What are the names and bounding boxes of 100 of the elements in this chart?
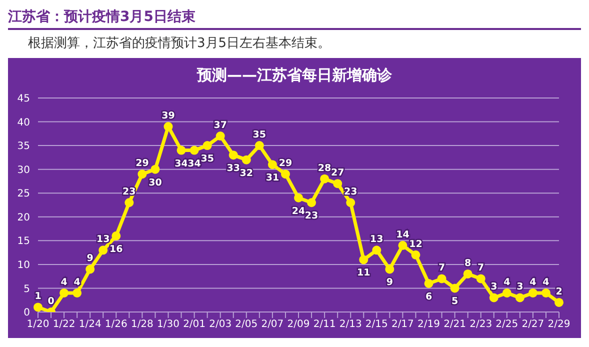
point (346, 198, 356, 208)
x-tick-label: 2/01 (183, 319, 206, 330)
point (489, 293, 498, 302)
point (515, 293, 524, 302)
point (86, 264, 95, 274)
point (98, 246, 108, 255)
y-tick-label: 10 (17, 260, 30, 271)
data-label: 39 (162, 110, 175, 122)
data-label: 23 (344, 186, 358, 198)
data-label: 35 (252, 130, 266, 141)
x-tick-label: 2/21 (444, 319, 466, 330)
data-label: 6 (425, 291, 432, 302)
point (450, 284, 460, 293)
point (228, 150, 238, 160)
data-label: 28 (318, 162, 332, 174)
point (463, 269, 472, 278)
x-tick-label: 2/23 (470, 319, 492, 330)
point (60, 288, 69, 298)
point (502, 288, 512, 298)
point (437, 274, 446, 284)
text: 江苏省：预计疫情3月5日结束 (8, 8, 581, 30)
data-label: 11 (357, 268, 370, 279)
data-label: 4 (530, 276, 537, 288)
point (476, 274, 486, 284)
data-label: 4 (542, 276, 550, 288)
data-label: 35 (200, 154, 214, 165)
data-label: 7 (438, 262, 446, 274)
point (372, 246, 382, 255)
data-label: 9 (86, 253, 94, 264)
data-label: 4 (60, 276, 68, 288)
point (190, 146, 199, 155)
data-label: 13 (370, 234, 384, 246)
x-tick-label: 2/11 (313, 319, 336, 330)
data-label: 13 (96, 234, 110, 246)
text: 根据测算，江苏省的疫情预计3月5日左右基本结束。 (28, 35, 332, 52)
x-tick-label: 1/20 (26, 319, 50, 330)
y-tick-label: 30 (17, 164, 30, 176)
point (216, 132, 225, 141)
data-label: 5 (451, 296, 458, 308)
point (307, 198, 316, 208)
x-tick-label: 2/13 (339, 319, 362, 330)
point (385, 264, 394, 274)
point (320, 174, 330, 184)
data-label: 33 (226, 163, 240, 174)
data-label: 29 (278, 158, 292, 170)
point (242, 155, 251, 164)
data-label: 9 (386, 277, 393, 288)
point (112, 231, 121, 240)
x-tick-label: 2/15 (365, 319, 388, 330)
point (124, 198, 134, 208)
data-label: 30 (148, 177, 162, 188)
data-label: 3 (516, 282, 524, 293)
x-tick-label: 2/05 (235, 319, 258, 330)
x-tick-label: 2/17 (391, 319, 414, 330)
data-label: 0 (48, 296, 55, 307)
y-tick-label: 5 (24, 284, 30, 295)
data-label: 34 (188, 158, 202, 170)
point (398, 240, 408, 250)
data-label: 12 (409, 238, 422, 250)
x-tick-label: 1/26 (104, 319, 128, 330)
x-tick-label: 2/19 (418, 319, 440, 330)
data-label: 2 (556, 286, 562, 298)
x-tick-label: 2/09 (287, 319, 310, 330)
point (202, 141, 212, 150)
y-tick-label: 40 (17, 117, 30, 128)
y-tick-label: 15 (17, 236, 30, 248)
point (176, 146, 186, 155)
point (72, 288, 82, 298)
point (34, 302, 42, 312)
x-tick-label: 2/03 (209, 319, 232, 330)
x-tick-label: 1/28 (130, 319, 154, 330)
point (554, 298, 564, 307)
point (424, 278, 434, 288)
point (254, 141, 264, 150)
data-label: 31 (266, 172, 280, 184)
x-tick-label: 1/30 (157, 319, 180, 330)
data-label: 4 (504, 276, 511, 288)
data-label: 32 (240, 168, 254, 179)
data-label: 29 (136, 158, 149, 170)
data-label: 7 (478, 262, 484, 274)
y-tick-label: 25 (17, 188, 30, 200)
data-label: 27 (330, 168, 344, 179)
y-tick-label: 0 (24, 308, 30, 319)
data-label: 24 (292, 206, 306, 217)
x-tick-label: 2/27 (522, 319, 544, 330)
x-tick-label: 2/25 (496, 319, 518, 330)
x-tick-label: 2/29 (548, 319, 570, 330)
x-tick-label: 2/07 (261, 319, 284, 330)
data-label: 1 (34, 291, 42, 302)
point (528, 288, 538, 298)
y-tick-label: 35 (17, 141, 30, 152)
point (294, 193, 303, 202)
y-tick-label: 45 (17, 94, 30, 105)
chart-title: 预测——江苏省每日新增确诊 (196, 66, 393, 85)
data-label: 16 (110, 244, 124, 255)
x-tick-label: 1/24 (78, 319, 102, 330)
point (268, 160, 277, 170)
y-tick-label: 20 (17, 212, 30, 224)
data-label: 23 (304, 210, 318, 222)
point (541, 288, 550, 298)
